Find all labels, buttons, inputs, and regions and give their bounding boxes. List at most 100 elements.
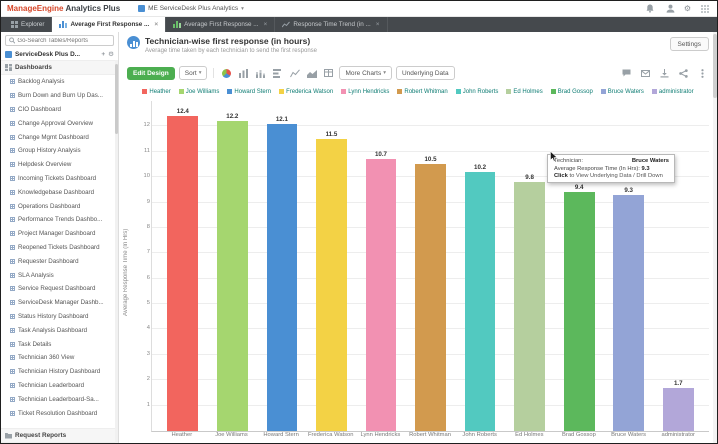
legend-item[interactable]: Frederica Watson bbox=[279, 89, 333, 95]
pie-chart-type-icon[interactable] bbox=[220, 67, 233, 80]
bar-slot[interactable]: 9.4 bbox=[554, 101, 604, 431]
sidebar-item[interactable]: SLA Analysis bbox=[1, 268, 118, 282]
underlying-data-button[interactable]: Underlying Data bbox=[395, 66, 455, 80]
bar-slot[interactable]: 10.2 bbox=[455, 101, 505, 431]
more-options-icon[interactable] bbox=[696, 67, 709, 80]
sidebar-item[interactable]: Operations Dashboard bbox=[1, 199, 118, 213]
more-charts-button[interactable]: More Charts ▾ bbox=[339, 66, 392, 80]
apps-grid-icon[interactable] bbox=[698, 2, 711, 15]
export-download-icon[interactable] bbox=[658, 67, 671, 80]
bar[interactable] bbox=[464, 172, 496, 431]
sidebar-item[interactable]: Change Mgmt Dashboard bbox=[1, 130, 118, 144]
sidebar-item[interactable]: Project Manager Dashboard bbox=[1, 227, 118, 241]
bar[interactable] bbox=[415, 164, 446, 431]
add-icon[interactable]: + bbox=[101, 50, 106, 58]
sidebar-item[interactable]: Knowledgebase Dashboard bbox=[1, 185, 118, 199]
share-icon[interactable] bbox=[677, 67, 690, 80]
close-icon[interactable]: × bbox=[375, 21, 380, 28]
edit-design-button[interactable]: Edit Design bbox=[127, 66, 175, 80]
legend-item[interactable]: Howard Stern bbox=[227, 89, 271, 95]
main-scrollbar-thumb[interactable] bbox=[713, 34, 717, 98]
sidebar-item[interactable]: Technician 360 View bbox=[1, 351, 118, 365]
sidebar-item[interactable]: Helpdesk Overview bbox=[1, 158, 118, 172]
legend-item[interactable]: Lynn Hendricks bbox=[341, 89, 389, 95]
search-input[interactable] bbox=[17, 37, 110, 44]
sidebar-workspace-row[interactable]: ServiceDesk Plus D... + ⚙ bbox=[1, 48, 118, 60]
bar[interactable] bbox=[662, 387, 694, 431]
chevron-down-icon: ▾ bbox=[241, 5, 244, 12]
sidebar-item[interactable]: Task Details bbox=[1, 337, 118, 351]
bar[interactable] bbox=[216, 121, 248, 431]
sidebar-item[interactable]: Reopened Tickets Dashboard bbox=[1, 241, 118, 255]
bar[interactable] bbox=[365, 159, 397, 431]
bar[interactable] bbox=[563, 192, 595, 431]
sidebar-item[interactable]: Performance Trends Dashbo... bbox=[1, 213, 118, 227]
brand-logo: ManageEngine Analytics Plus bbox=[7, 4, 120, 13]
legend-item[interactable]: Robert Whitman bbox=[397, 89, 448, 95]
sidebar-item[interactable]: Requester Dashboard bbox=[1, 254, 118, 268]
workspace-selector[interactable]: ME ServiceDesk Plus Analytics ▾ bbox=[138, 5, 244, 12]
main-scrollbar[interactable] bbox=[713, 32, 717, 443]
tab-average-first-response-active[interactable]: Average First Response ... × bbox=[52, 17, 167, 32]
bar[interactable] bbox=[167, 116, 199, 431]
notifications-bell-icon[interactable] bbox=[644, 2, 657, 15]
stacked-bar-chart-type-icon[interactable] bbox=[254, 67, 267, 80]
line-chart-type-icon[interactable] bbox=[288, 67, 301, 80]
bar[interactable] bbox=[514, 182, 545, 431]
sidebar-item[interactable]: ServiceDesk Manager Dashb... bbox=[1, 296, 118, 310]
legend-item[interactable]: Heather bbox=[142, 89, 171, 95]
legend-item[interactable]: Bruce Waters bbox=[600, 89, 644, 95]
sidebar-item[interactable]: Ticket Resolution Dashboard bbox=[1, 406, 118, 420]
sidebar-item[interactable]: Status History Dashboard bbox=[1, 310, 118, 324]
legend-item[interactable]: Brad Gossop bbox=[550, 89, 593, 95]
legend-item[interactable]: Ed Holmes bbox=[506, 89, 543, 95]
sidebar-scrollbar[interactable] bbox=[115, 60, 118, 443]
email-icon[interactable] bbox=[639, 67, 652, 80]
user-avatar-icon[interactable] bbox=[664, 2, 677, 15]
area-chart-type-icon[interactable] bbox=[305, 67, 318, 80]
close-icon[interactable]: × bbox=[263, 21, 268, 28]
comment-icon[interactable] bbox=[620, 67, 633, 80]
bar-slot[interactable]: 12.2 bbox=[208, 101, 258, 431]
bar-slot[interactable]: 11.5 bbox=[307, 101, 357, 431]
sidebar-item[interactable]: Technician Leaderboard bbox=[1, 379, 118, 393]
settings-button[interactable]: Settings bbox=[669, 37, 709, 51]
bar-slot[interactable]: 12.4 bbox=[158, 101, 208, 431]
bar-chart-type-icon[interactable] bbox=[237, 67, 250, 80]
sort-button[interactable]: Sort ▾ bbox=[178, 66, 208, 80]
sidebar-item[interactable]: Group History Analysis bbox=[1, 144, 118, 158]
gear-icon[interactable]: ⚙ bbox=[108, 51, 114, 58]
sidebar-section-dashboards[interactable]: Dashboards bbox=[1, 60, 118, 75]
sidebar-item[interactable]: Service Request Dashboard bbox=[1, 282, 118, 296]
sidebar-item[interactable]: CIO Dashboard bbox=[1, 103, 118, 117]
sidebar-item[interactable]: Task Analysis Dashboard bbox=[1, 323, 118, 337]
legend-item[interactable]: administrator bbox=[651, 89, 694, 95]
table-chart-type-icon[interactable] bbox=[322, 67, 335, 80]
sidebar-item[interactable]: Burn Down and Burn Up Das... bbox=[1, 89, 118, 103]
sidebar-item[interactable]: Technician Leaderboard-Sa... bbox=[1, 392, 118, 406]
bar[interactable] bbox=[266, 123, 298, 431]
legend-item[interactable]: Joe Williams bbox=[178, 89, 219, 95]
sidebar-item[interactable]: Technician History Dashboard bbox=[1, 365, 118, 379]
sidebar-section-request-reports[interactable]: Request Reports bbox=[1, 428, 118, 443]
bar[interactable] bbox=[316, 139, 347, 431]
settings-gear-icon[interactable]: ⚙ bbox=[683, 3, 691, 13]
bar-slot[interactable]: 9.8 bbox=[505, 101, 555, 431]
sidebar-item[interactable]: Backlog Analysis bbox=[1, 75, 118, 89]
tab-explorer[interactable]: Explorer bbox=[4, 17, 53, 32]
bar-slot[interactable]: 1.7 bbox=[653, 101, 703, 431]
bar-slot[interactable]: 10.5 bbox=[406, 101, 456, 431]
close-icon[interactable]: × bbox=[154, 21, 159, 28]
horizontal-bar-chart-type-icon[interactable] bbox=[271, 67, 284, 80]
sidebar-item[interactable]: Incoming Tickets Dashboard bbox=[1, 172, 118, 186]
sidebar-item[interactable]: Change Approval Overview bbox=[1, 116, 118, 130]
bar-slot[interactable]: 12.1 bbox=[257, 101, 307, 431]
sidebar-search[interactable] bbox=[5, 35, 114, 46]
tab-average-first-response-2[interactable]: Average First Response ... × bbox=[166, 17, 276, 32]
bar-slot[interactable]: 9.3 bbox=[604, 101, 654, 431]
bar-slot[interactable]: 10.7 bbox=[356, 101, 406, 431]
sidebar-scrollbar-thumb[interactable] bbox=[115, 64, 118, 134]
bar[interactable] bbox=[613, 194, 645, 431]
tab-response-time-trend[interactable]: Response Time Trend (in ... × bbox=[275, 17, 388, 32]
legend-item[interactable]: John Roberts bbox=[455, 89, 498, 95]
